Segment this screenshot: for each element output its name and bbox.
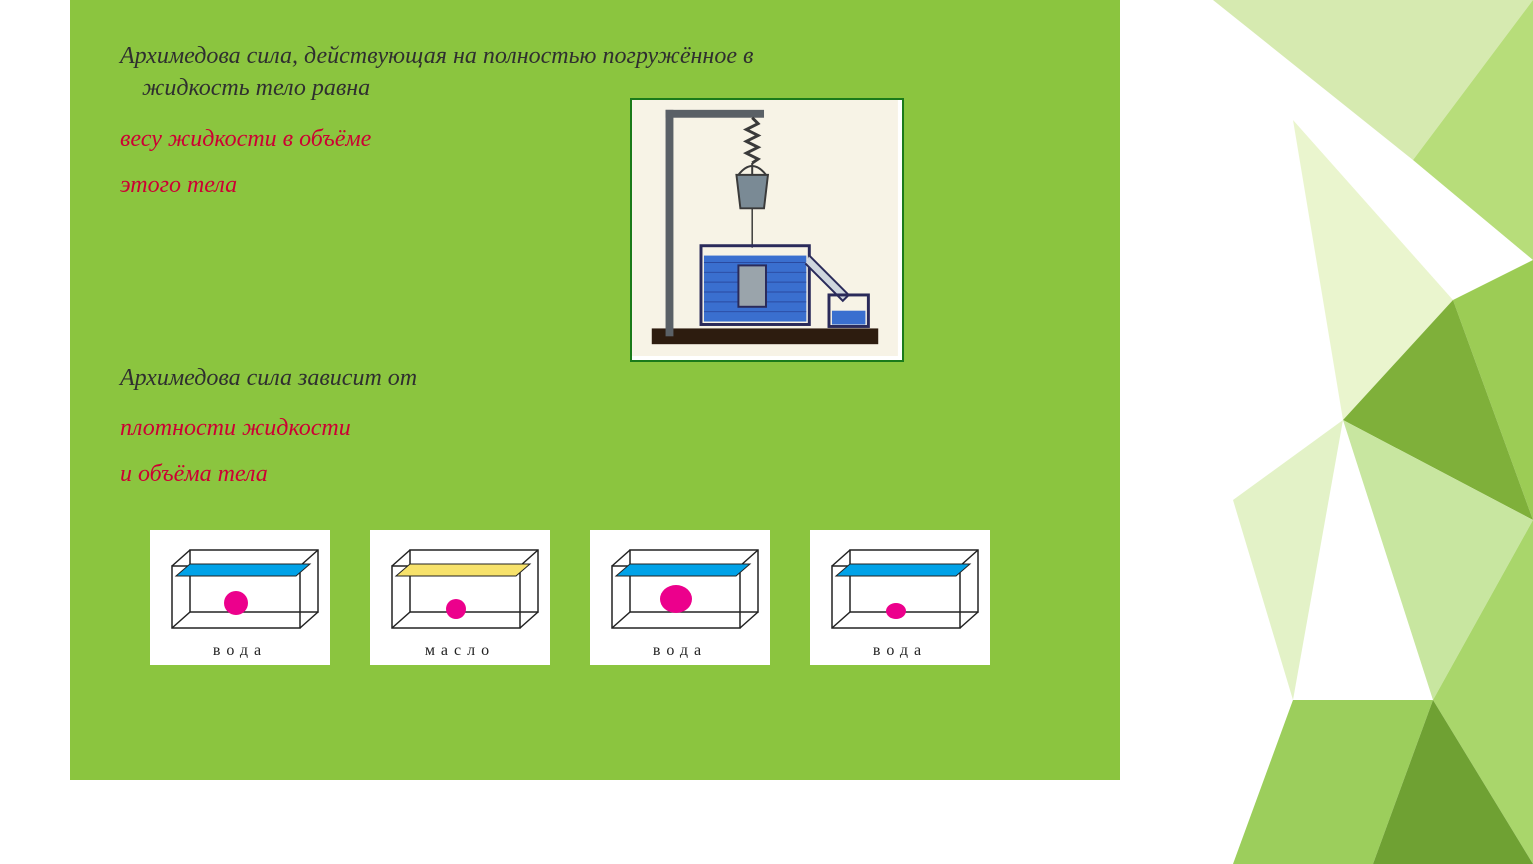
text-line-3: этого тела <box>120 169 1070 201</box>
paragraph-2: Архимедова сила зависит от <box>120 362 1070 394</box>
text-line-6: и объёма тела <box>120 458 1070 490</box>
tank-card-1: масло <box>370 530 550 665</box>
tank-svg <box>158 538 322 638</box>
text-line-1b: жидкость тело равна <box>142 72 1070 104</box>
tank-card-3: вода <box>810 530 990 665</box>
tank-svg <box>818 538 982 638</box>
tank-card-2: вода <box>590 530 770 665</box>
tank-card-0: вода <box>150 530 330 665</box>
paragraph-1: Архимедова сила, действующая на полность… <box>120 40 1070 105</box>
apparatus-figure <box>630 98 904 362</box>
tanks-row: вода масло вода вода <box>150 530 1050 665</box>
text-line-4: Архимедова сила зависит от <box>120 362 1070 394</box>
tank-label: вода <box>873 642 927 660</box>
tank-svg <box>598 538 762 638</box>
text-line-1: Архимедова сила, действующая на полность… <box>120 40 1070 72</box>
tank-label: масло <box>425 642 495 660</box>
tank-label: вода <box>653 642 707 660</box>
apparatus-svg <box>632 100 898 356</box>
tank-svg <box>378 538 542 638</box>
text-line-5: плотности жидкости <box>120 412 1070 444</box>
decoration-facets <box>1113 0 1533 864</box>
tank-label: вода <box>213 642 267 660</box>
text-line-2: весу жидкости в объёме <box>120 123 1070 155</box>
